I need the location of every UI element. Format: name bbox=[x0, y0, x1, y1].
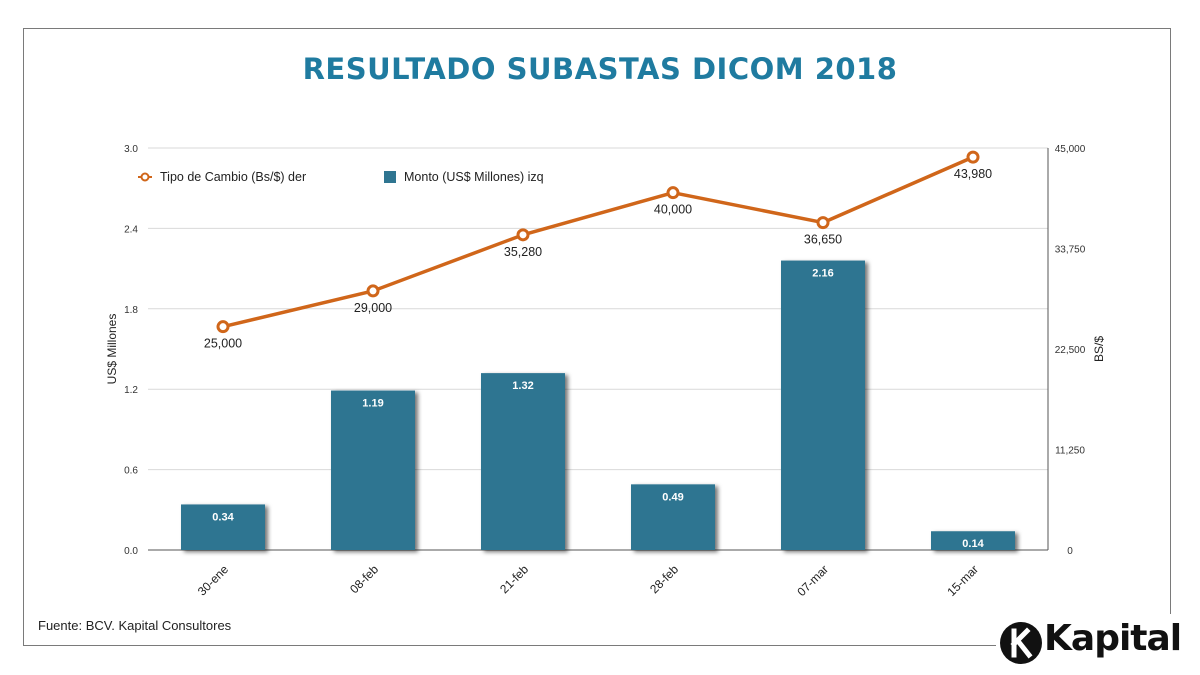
x-tick-label: 30-ene bbox=[195, 562, 232, 599]
y2-tick-label: 11,250 bbox=[1055, 446, 1085, 457]
legend-label: Monto (US$ Millones) izq bbox=[404, 170, 544, 184]
bar bbox=[331, 390, 415, 550]
chart-frame bbox=[23, 28, 1171, 646]
bar bbox=[181, 504, 265, 550]
bar-value-label: 0.34 bbox=[212, 511, 234, 523]
line-point bbox=[216, 320, 230, 334]
y-axis-title: US$ Millones bbox=[105, 314, 119, 385]
bar bbox=[781, 260, 865, 550]
y-tick-label: 1.2 bbox=[124, 385, 138, 396]
bar-value-label: 2.16 bbox=[812, 268, 833, 280]
y2-axis-title: BS/$ bbox=[1092, 336, 1106, 362]
y2-tick-label: 0 bbox=[1067, 546, 1073, 557]
gridlines bbox=[148, 147, 1048, 551]
line-value-label: 35,280 bbox=[504, 245, 542, 259]
bar bbox=[931, 531, 1015, 550]
kapital-logo-icon bbox=[1000, 622, 1042, 664]
y-tick-label: 0.6 bbox=[124, 466, 138, 477]
y-tick-label: 1.8 bbox=[124, 305, 138, 316]
bar-value-label: 1.19 bbox=[362, 398, 383, 410]
line-value-label: 36,650 bbox=[804, 233, 842, 247]
y2-tick-label: 45,000 bbox=[1055, 144, 1086, 155]
line-series bbox=[216, 150, 980, 334]
x-tick-label: 21-feb bbox=[497, 562, 531, 596]
bar bbox=[481, 373, 565, 550]
chart-title: RESULTADO SUBASTAS DICOM 2018 bbox=[302, 52, 898, 86]
legend-line-marker bbox=[140, 172, 150, 182]
y-tick-label: 2.4 bbox=[124, 224, 138, 235]
y-tick-label: 3.0 bbox=[124, 144, 138, 155]
logo-wordmark: Kapital bbox=[1044, 618, 1182, 659]
legend: Tipo de Cambio (Bs/$) der Monto (US$ Mill… bbox=[138, 170, 544, 184]
legend-label: Tipo de Cambio (Bs/$) der bbox=[160, 170, 306, 184]
bar-series bbox=[181, 260, 1015, 550]
line-value-label: 29,000 bbox=[354, 301, 392, 315]
line-point bbox=[666, 186, 680, 200]
line-point bbox=[366, 284, 380, 298]
x-tick-label: 15-mar bbox=[944, 562, 981, 599]
line-value-label: 25,000 bbox=[204, 337, 242, 351]
kapital-logo: Kapital bbox=[996, 614, 1186, 668]
y-tick-label: 0.0 bbox=[124, 546, 138, 557]
source-note: Fuente: BCV. Kapital Consultores bbox=[38, 618, 232, 633]
bar-value-label: 1.32 bbox=[512, 380, 533, 392]
exchange-rate-line bbox=[222, 155, 974, 329]
x-tick-label: 28-feb bbox=[647, 562, 681, 596]
x-tick-label: 07-mar bbox=[794, 562, 831, 599]
bar bbox=[631, 484, 715, 550]
line-point bbox=[816, 216, 830, 230]
legend-bar-swatch bbox=[384, 171, 396, 183]
line-value-label: 40,000 bbox=[654, 203, 692, 217]
line-value-label: 43,980 bbox=[954, 167, 992, 181]
data-labels: 0.34 1.19 1.32 0.49 2.16 0.14 25,000 29,000 35,2… bbox=[204, 167, 992, 550]
line-point bbox=[966, 150, 980, 164]
x-tick-label: 08-feb bbox=[347, 562, 381, 596]
y2-tick-label: 22,500 bbox=[1055, 345, 1086, 356]
bar-value-label: 0.14 bbox=[962, 538, 984, 550]
line-point bbox=[516, 228, 530, 242]
bar-value-label: 0.49 bbox=[662, 491, 683, 503]
y2-tick-label: 33,750 bbox=[1055, 245, 1086, 256]
